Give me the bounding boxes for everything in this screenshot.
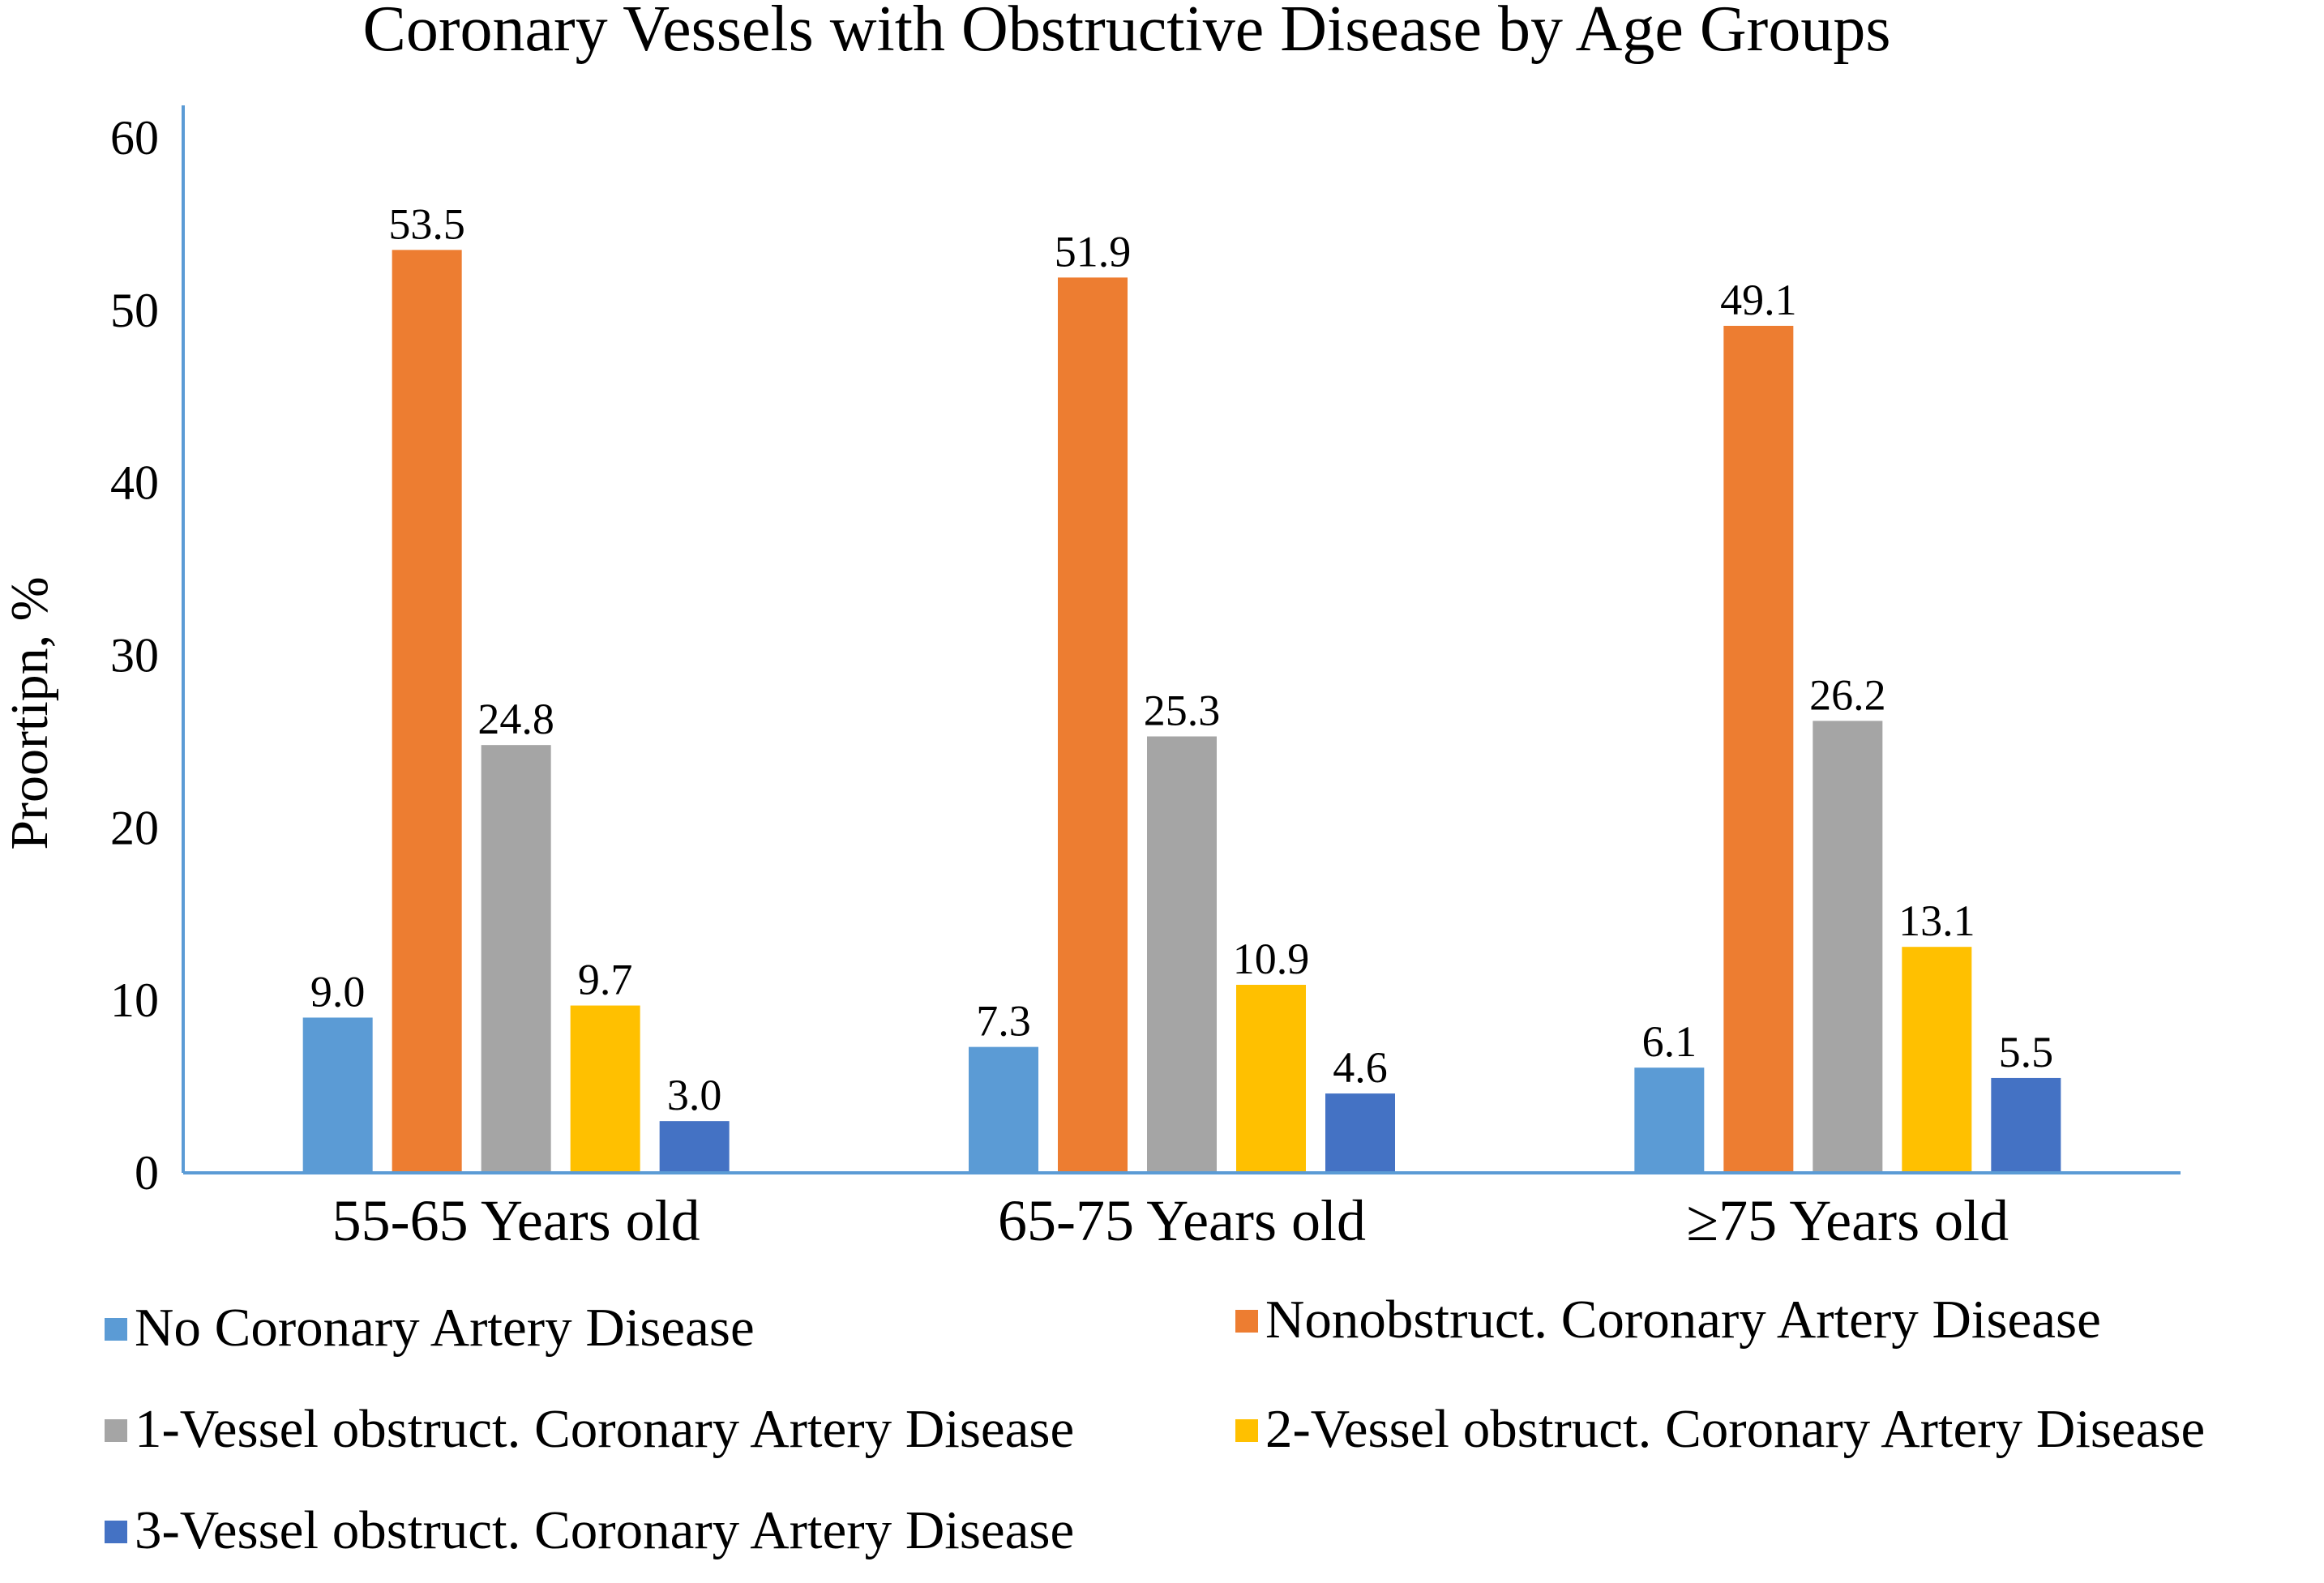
bar — [302, 1017, 373, 1173]
x-category-label: ≥75 Years old — [1687, 1188, 2009, 1253]
bar — [481, 745, 551, 1173]
legend-swatch — [105, 1521, 127, 1543]
y-tick-label: 30 — [110, 629, 159, 682]
y-tick-label: 60 — [110, 111, 159, 165]
data-label: 3.0 — [667, 1071, 722, 1119]
y-tick-label: 0 — [135, 1146, 159, 1200]
y-axis-ticks: 0 10 20 30 40 50 60 — [110, 111, 159, 1200]
data-label: 7.3 — [976, 997, 1031, 1046]
legend-swatch — [105, 1318, 127, 1341]
bar — [1813, 721, 1883, 1173]
data-label: 25.3 — [1144, 687, 1221, 735]
legend: No Coronary Artery Disease Nonobstruct. C… — [105, 1290, 2205, 1560]
legend-swatch — [1235, 1310, 1258, 1333]
bars — [302, 250, 2061, 1174]
legend-swatch — [1235, 1419, 1258, 1442]
data-label: 10.9 — [1233, 935, 1310, 983]
data-label: 53.5 — [388, 199, 465, 248]
bar — [1902, 947, 1972, 1173]
legend-label: No Coronary Artery Disease — [135, 1298, 755, 1358]
legend-swatch — [105, 1419, 127, 1442]
data-label: 49.1 — [1720, 276, 1797, 324]
bar — [1325, 1093, 1395, 1173]
chart-title: Coronary Vessels with Obstructive Diseas… — [363, 0, 1891, 65]
data-label: 51.9 — [1055, 227, 1132, 276]
data-label: 9.7 — [578, 956, 633, 1004]
y-tick-label: 50 — [110, 284, 159, 337]
legend-label: 2-Vessel obstruct. Coronary Artery Disea… — [1265, 1399, 2205, 1459]
x-category-label: 55-65 Years old — [332, 1188, 700, 1253]
y-tick-label: 20 — [110, 801, 159, 854]
data-label: 6.1 — [1642, 1017, 1697, 1066]
bar — [969, 1046, 1038, 1173]
x-category-label: 65-75 Years old — [998, 1188, 1366, 1253]
data-label: 9.0 — [310, 967, 366, 1016]
bar — [1236, 985, 1306, 1173]
bar — [659, 1121, 730, 1173]
bar — [1634, 1067, 1705, 1173]
x-axis-category-labels: 55-65 Years old 65-75 Years old ≥75 Years … — [332, 1188, 2009, 1253]
data-label: 4.6 — [1333, 1043, 1388, 1092]
y-tick-label: 40 — [110, 456, 159, 510]
legend-label: 1-Vessel obstruct. Coronary Artery Disea… — [135, 1399, 1074, 1459]
bar — [392, 250, 462, 1173]
bar — [1991, 1077, 2061, 1173]
data-label: 13.1 — [1898, 896, 1975, 945]
y-axis-label: Proortipn, % — [0, 576, 59, 849]
data-labels: 9.0 53.5 24.8 9.7 3.0 7.3 51.9 25.3 10.9 4.6 6.1 49… — [310, 199, 2053, 1119]
legend-label: 3-Vessel obstruct. Coronary Artery Disea… — [135, 1500, 1074, 1560]
bar — [570, 1005, 640, 1173]
bar — [1058, 277, 1128, 1173]
y-tick-label: 10 — [110, 973, 159, 1027]
data-label: 24.8 — [477, 695, 554, 743]
data-label: 5.5 — [1999, 1028, 2054, 1076]
bar — [1147, 736, 1217, 1173]
legend-label: Nonobstruct. Coronary Artery Disease — [1265, 1290, 2101, 1350]
data-label: 26.2 — [1809, 670, 1886, 719]
bar — [1723, 325, 1794, 1174]
